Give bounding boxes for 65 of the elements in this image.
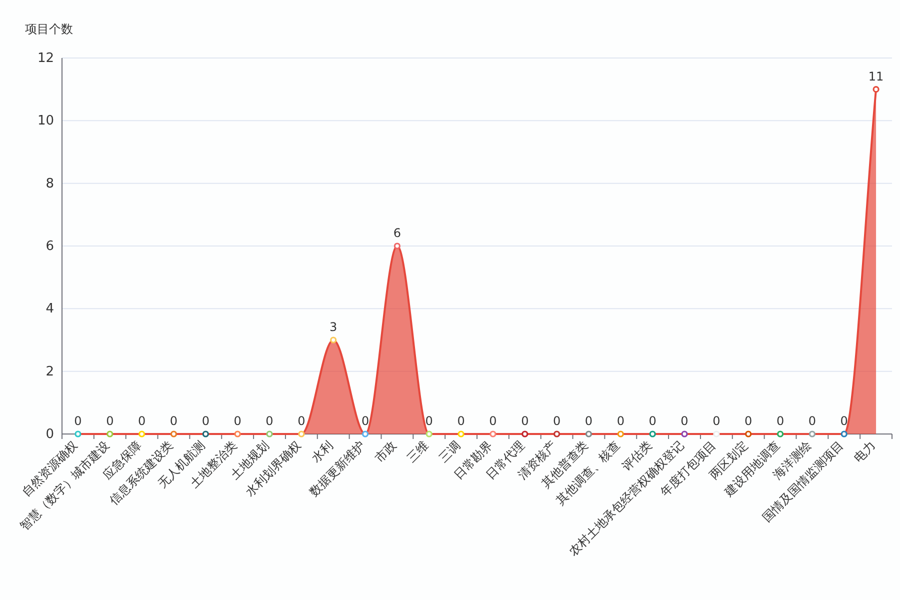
data-label: 6 [393,226,402,240]
data-label: 0 [712,414,720,428]
data-label: 0 [361,414,370,428]
data-label: 0 [648,414,656,428]
point [840,430,848,438]
data-label: 0 [776,414,784,428]
data-label: 0 [266,414,274,428]
data-label: 0 [298,414,306,428]
point [585,430,592,438]
data-label: 0 [744,414,752,428]
data-label: 0 [202,414,210,428]
y-tick-label: 8 [46,176,54,192]
x-tick-label: 水利 [308,438,336,466]
point [713,430,720,438]
data-label: 0 [234,414,242,428]
x-tick-label: 市政 [372,438,400,466]
data-label: 0 [552,414,561,428]
point [808,430,816,438]
data-label: 0 [680,414,688,428]
y-tick-label: 12 [37,51,54,66]
point [649,430,656,438]
point [522,430,528,438]
data-label: 11 [868,69,884,84]
x-tick-label: 电力 [851,438,878,466]
data-label: 3 [330,320,338,334]
point [362,430,369,438]
point [458,430,464,438]
data-label: 0 [840,414,848,428]
point [138,430,146,438]
point [74,430,82,438]
point [170,430,178,438]
data-label: 0 [106,414,114,428]
point [298,430,305,438]
data-label: 0 [457,414,465,428]
data-label: 0 [74,414,82,428]
data-label: 0 [584,414,593,428]
data-label: 0 [138,414,146,428]
data-label: 0 [808,414,816,428]
point [106,430,114,438]
point [394,242,400,250]
data-label: 0 [489,414,497,428]
point [202,430,209,438]
y-axis-title: 项目个数 [25,22,73,36]
y-tick-label: 2 [46,364,54,380]
point [330,336,337,344]
x-tick-label: 三维 [404,438,432,466]
point [426,430,432,438]
point [681,430,688,438]
point [776,430,784,438]
point [617,430,624,438]
y-tick-label: 6 [46,239,54,254]
point [872,86,880,93]
y-tick-label: 4 [46,302,54,317]
point [266,430,273,438]
point [745,430,752,438]
x-tick-label: 三调 [436,438,464,466]
y-tick-label: 0 [46,427,54,442]
data-label: 0 [616,414,624,428]
point [234,430,241,438]
point [490,430,496,438]
point [554,430,560,438]
data-label: 0 [521,414,529,428]
data-label: 0 [170,414,178,428]
data-label: 0 [425,414,433,428]
y-tick-label: 10 [37,114,54,129]
